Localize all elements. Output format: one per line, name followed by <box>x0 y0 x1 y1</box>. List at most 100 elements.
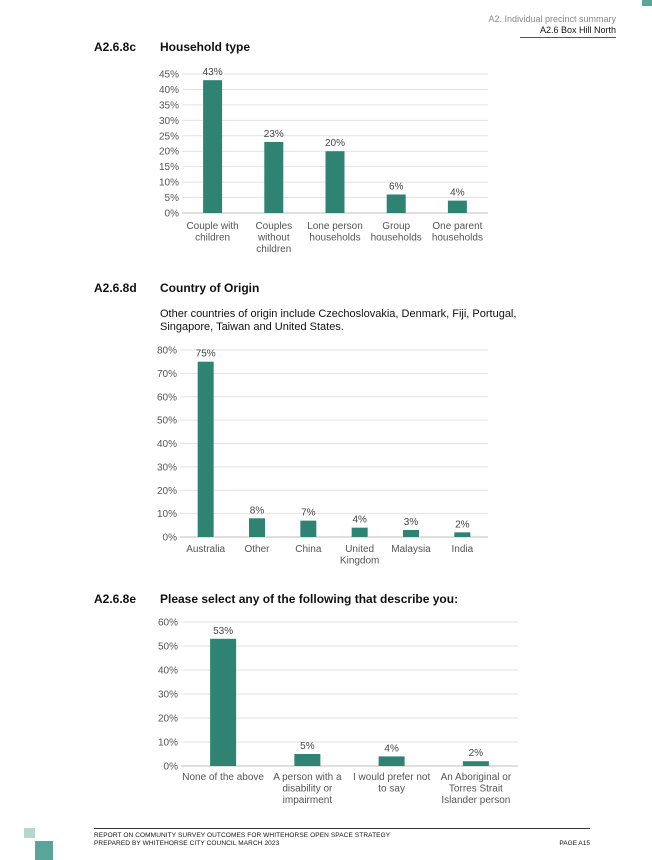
y-tick-label: 15% <box>159 162 179 173</box>
footer-logo-square-dark <box>35 841 53 860</box>
bar <box>294 754 321 766</box>
footer-line-2: PREPARED BY WHITEHORSE CITY COUNCIL MARC… <box>94 840 280 847</box>
corner-accent <box>642 0 652 6</box>
bar <box>249 518 265 537</box>
category-label: disability or <box>282 784 333 795</box>
category-label: Group <box>382 221 410 232</box>
y-tick-label: 0% <box>165 209 180 220</box>
bar <box>203 80 223 213</box>
footer-text: REPORT ON COMMUNITY SURVEY OUTCOMES FOR … <box>94 832 390 848</box>
category-label: Lone person <box>307 221 363 232</box>
category-label: India <box>451 544 473 555</box>
footer-line-1: REPORT ON COMMUNITY SURVEY OUTCOMES FOR … <box>94 832 391 839</box>
running-header: A2. Individual precinct summary A2.6 Box… <box>488 14 616 36</box>
y-tick-label: 25% <box>159 131 179 142</box>
y-tick-label: 35% <box>159 100 179 111</box>
bar <box>351 527 368 537</box>
y-tick-label: 30% <box>159 116 179 127</box>
page-number: PAGE A15 <box>559 840 590 847</box>
y-tick-label: 30% <box>157 462 177 473</box>
category-label: Couples <box>255 221 292 232</box>
category-label: Kingdom <box>340 556 379 567</box>
y-tick-label: 50% <box>158 642 178 653</box>
bar <box>447 200 467 213</box>
y-tick-label: 60% <box>158 618 178 629</box>
data-label: 23% <box>264 129 284 140</box>
category-label: without <box>257 233 290 244</box>
data-label: 53% <box>213 626 233 637</box>
category-label: Torres Strait <box>449 784 503 795</box>
data-label: 43% <box>203 67 223 78</box>
category-label: children <box>256 244 291 255</box>
y-tick-label: 20% <box>158 714 178 725</box>
category-label: households <box>432 233 483 244</box>
section-number-c: A2.6.8c <box>94 40 137 54</box>
category-label: to say <box>378 784 405 795</box>
header-section: A2. Individual precinct summary <box>488 14 616 24</box>
data-label: 8% <box>250 505 265 516</box>
bar <box>378 756 405 766</box>
category-label: China <box>295 544 322 555</box>
section-number-d: A2.6.8d <box>94 281 137 295</box>
y-tick-label: 80% <box>157 346 177 357</box>
bar <box>386 194 406 213</box>
bar <box>462 761 489 766</box>
y-tick-label: 10% <box>157 509 177 520</box>
y-tick-label: 30% <box>158 690 178 701</box>
section-title-d: Country of Origin <box>160 281 260 295</box>
country-note: Other countries of origin include Czecho… <box>160 308 517 333</box>
y-tick-label: 10% <box>159 178 179 189</box>
y-tick-label: 60% <box>157 392 177 403</box>
footer-divider <box>94 828 590 829</box>
country-of-origin-chart: 0% 10% 20% 30% 40% 50% 60% 70% 80% 75% Australia 8%… <box>157 346 488 567</box>
y-tick-label: 40% <box>157 439 177 450</box>
data-label: 20% <box>325 138 345 149</box>
header-subsection: A2.6 Box Hill North <box>539 25 616 35</box>
y-tick-label: 20% <box>159 147 179 158</box>
y-tick-label: 10% <box>158 738 178 749</box>
bar <box>210 638 237 766</box>
footer-logo-square-light <box>24 828 35 838</box>
category-label: I would prefer not <box>353 772 430 783</box>
section-title-e: Please select any of the following that … <box>160 592 459 606</box>
describe-you-chart: 0% 10% 20% 30% 40% 50% 60% 53% None of the above… <box>158 618 518 806</box>
category-label: One parent <box>432 221 482 232</box>
data-label: 4% <box>450 188 465 199</box>
y-tick-label: 40% <box>158 666 178 677</box>
bar <box>403 529 419 537</box>
y-tick-label: 40% <box>159 85 179 96</box>
section-number-e: A2.6.8e <box>94 592 137 606</box>
category-label: Malaysia <box>391 544 431 555</box>
category-label: Couple with <box>186 221 238 232</box>
y-tick-label: 20% <box>157 486 177 497</box>
y-tick-label: 5% <box>165 193 180 204</box>
data-label: 5% <box>300 741 315 752</box>
bar <box>325 151 345 213</box>
bar <box>300 520 317 537</box>
data-label: 7% <box>301 508 316 519</box>
data-label: 2% <box>455 519 470 530</box>
y-tick-label: 45% <box>159 70 179 81</box>
household-type-chart: 0% 5% 10% 15% 20% 25% 30% 35% 40% 45% 43% Couple wi… <box>159 67 488 255</box>
y-tick-label: 0% <box>164 762 179 773</box>
data-label: 75% <box>196 349 216 360</box>
data-label: 2% <box>469 748 484 759</box>
category-label: Islander person <box>441 795 510 806</box>
bar <box>454 532 471 537</box>
category-label: United <box>345 544 374 555</box>
y-tick-label: 50% <box>157 416 177 427</box>
category-label: children <box>195 233 230 244</box>
data-label: 4% <box>352 515 367 526</box>
header-divider <box>520 37 616 38</box>
category-label: impairment <box>283 795 333 806</box>
data-label: 3% <box>404 517 419 528</box>
category-label: Australia <box>186 544 225 555</box>
y-tick-label: 0% <box>163 533 178 544</box>
y-tick-label: 70% <box>157 369 177 380</box>
category-label: households <box>371 233 422 244</box>
bar <box>197 361 214 537</box>
data-label: 6% <box>389 181 404 192</box>
bar <box>264 141 284 213</box>
category-label: Other <box>244 544 270 555</box>
section-title-c: Household type <box>160 40 251 54</box>
